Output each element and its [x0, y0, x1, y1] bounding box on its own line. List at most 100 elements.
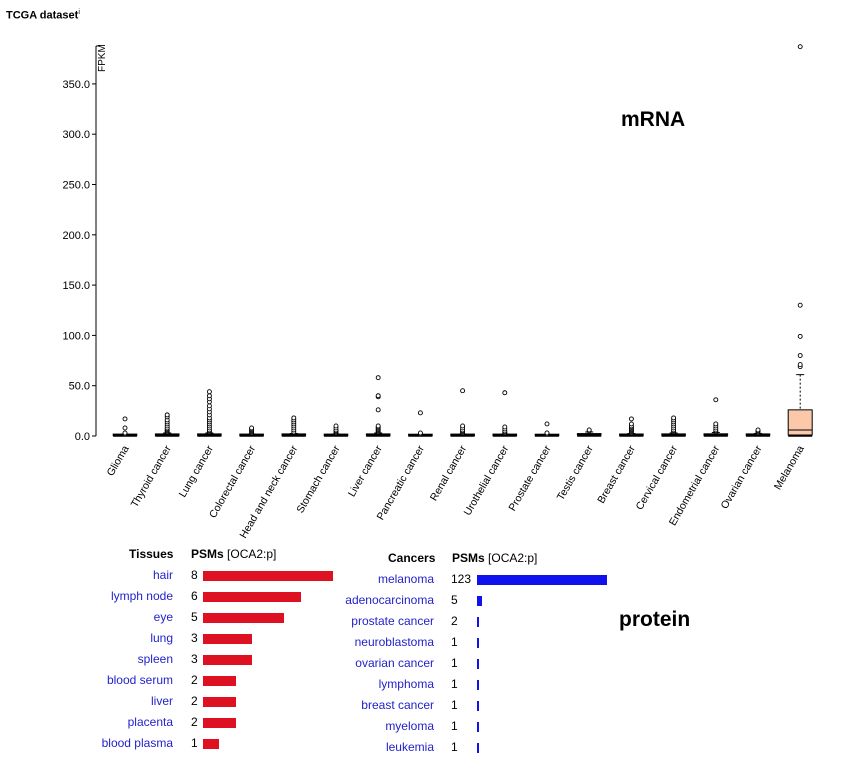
- outlier-point[interactable]: [628, 421, 634, 427]
- outlier-point[interactable]: [375, 375, 381, 381]
- cancer-name-link[interactable]: leukemia: [385, 740, 434, 754]
- tissue-name-link[interactable]: liver: [150, 694, 173, 708]
- cancer-psm-bar: [477, 596, 483, 606]
- cancer-row: melanoma 123: [300, 572, 620, 588]
- outlier-point[interactable]: [544, 430, 550, 436]
- outlier-point[interactable]: [797, 333, 803, 339]
- cancer-row: neuroblastoma 1: [300, 635, 620, 651]
- tissue-row: blood serum 2: [0, 673, 340, 689]
- tissues-psm-label: PSMs: [191, 547, 224, 561]
- y-tick-label: 50.0: [69, 381, 90, 393]
- outlier-point[interactable]: [755, 427, 761, 433]
- tissue-row: spleen 3: [0, 652, 340, 668]
- outlier-point[interactable]: [671, 415, 677, 421]
- cancer-row: leukemia 1: [300, 740, 620, 756]
- outlier-point[interactable]: [797, 302, 803, 308]
- cancer-name-link[interactable]: melanoma: [377, 572, 434, 586]
- tissue-row: blood plasma 1: [0, 736, 340, 752]
- mrna-label: mRNA: [621, 108, 686, 131]
- outlier-point[interactable]: [206, 389, 212, 395]
- cancer-psm-count: 1: [451, 677, 458, 691]
- category-label: Breast cancer: [595, 443, 638, 506]
- outlier-point[interactable]: [206, 403, 212, 409]
- cancer-name-link[interactable]: adenocarcinoma: [345, 593, 434, 607]
- cancer-psm-bar: [477, 743, 479, 753]
- cancer-name-link[interactable]: ovarian cancer: [355, 656, 434, 670]
- outlier-point[interactable]: [417, 410, 423, 416]
- cancers-header-label: Cancers: [388, 551, 436, 565]
- tissue-name-link[interactable]: lymph node: [110, 589, 173, 603]
- outlier-point[interactable]: [375, 393, 381, 399]
- outlier-point[interactable]: [333, 423, 339, 429]
- y-tick-label: 200.0: [62, 230, 90, 242]
- outlier-point[interactable]: [164, 412, 170, 418]
- outlier-point[interactable]: [122, 430, 128, 436]
- outlier-point[interactable]: [797, 353, 803, 358]
- tissue-row: eye 5: [0, 610, 340, 626]
- tissue-name-link[interactable]: placenta: [127, 715, 173, 729]
- category-label: Ovarian cancer: [719, 443, 765, 511]
- cancer-psm-bar: [477, 638, 479, 648]
- outlier-point[interactable]: [460, 388, 466, 394]
- category-label: Lung cancer: [177, 443, 217, 499]
- outlier-point[interactable]: [375, 407, 381, 413]
- cancer-psm-bar: [477, 701, 479, 711]
- category-label: Pancreatic cancer: [375, 443, 428, 522]
- cancers-gene-label: [OCA2:p]: [488, 551, 538, 565]
- outlier-point[interactable]: [122, 425, 128, 431]
- tissue-psm-bar: [203, 676, 236, 686]
- category-label: Urothelial cancer: [462, 443, 512, 518]
- outlier-point[interactable]: [628, 416, 634, 422]
- outlier-point[interactable]: [713, 397, 719, 403]
- cancer-name-link[interactable]: neuroblastoma: [354, 635, 434, 649]
- outlier-point[interactable]: [460, 423, 466, 429]
- outlier-point[interactable]: [797, 362, 803, 368]
- category-label: Glioma: [105, 443, 132, 478]
- y-tick-label: 300.0: [62, 129, 90, 141]
- cancer-name-link[interactable]: prostate cancer: [351, 614, 434, 628]
- outlier-point[interactable]: [544, 421, 550, 427]
- cancer-name-link[interactable]: myeloma: [385, 719, 434, 733]
- outlier-point[interactable]: [502, 424, 508, 430]
- cancer-row: prostate cancer 2: [300, 614, 620, 630]
- tissue-psm-bar: [203, 613, 285, 623]
- mrna-boxplot: FPKM 0.0 50.0 100.0 150.0 200.0 250.0 300.0 350.…: [62, 44, 813, 540]
- cancer-psm-bar: [477, 575, 607, 585]
- cancer-psm-bar: [477, 659, 479, 669]
- tissue-name-link[interactable]: blood serum: [106, 673, 173, 687]
- info-icon[interactable]: i: [78, 9, 80, 16]
- outlier-point[interactable]: [797, 44, 803, 50]
- outlier-point[interactable]: [375, 423, 381, 429]
- tissue-row: liver 2: [0, 694, 340, 710]
- outlier-point[interactable]: [122, 416, 128, 422]
- cancer-psm-count: 1: [451, 698, 458, 712]
- outlier-point[interactable]: [417, 430, 423, 436]
- cancer-psm-count: 5: [451, 593, 458, 607]
- tissue-name-link[interactable]: spleen: [137, 652, 173, 666]
- cancer-name-link[interactable]: breast cancer: [361, 698, 434, 712]
- tissue-psm-count: 5: [191, 610, 198, 624]
- tissue-name-link[interactable]: blood plasma: [101, 736, 173, 750]
- tissue-name-link[interactable]: eye: [153, 610, 173, 624]
- outlier-point[interactable]: [206, 393, 212, 399]
- outlier-point[interactable]: [291, 415, 297, 421]
- tissue-name-link[interactable]: lung: [150, 631, 173, 645]
- category-label: Renal cancer: [428, 443, 470, 503]
- outlier-point[interactable]: [586, 427, 592, 433]
- cancers-psm-header: PSMs [OCA2:p]: [452, 551, 537, 565]
- tissue-name-link[interactable]: hair: [152, 568, 173, 582]
- box-melanoma[interactable]: [787, 409, 813, 436]
- outlier-point[interactable]: [502, 390, 508, 396]
- cancer-row: lymphoma 1: [300, 677, 620, 693]
- outlier-point[interactable]: [713, 421, 719, 427]
- tissues-header-label: Tissues: [129, 547, 174, 561]
- tissue-row: placenta 2: [0, 715, 340, 731]
- cancer-psm-bar: [477, 680, 479, 690]
- box-testis-cancer[interactable]: [576, 433, 602, 436]
- tissue-row: lung 3: [0, 631, 340, 647]
- tissue-psm-bar: [203, 571, 333, 581]
- cancer-psm-bar: [477, 722, 479, 732]
- outlier-point[interactable]: [249, 425, 255, 431]
- category-label: Colorectal cancer: [207, 443, 258, 520]
- cancer-name-link[interactable]: lymphoma: [378, 677, 434, 691]
